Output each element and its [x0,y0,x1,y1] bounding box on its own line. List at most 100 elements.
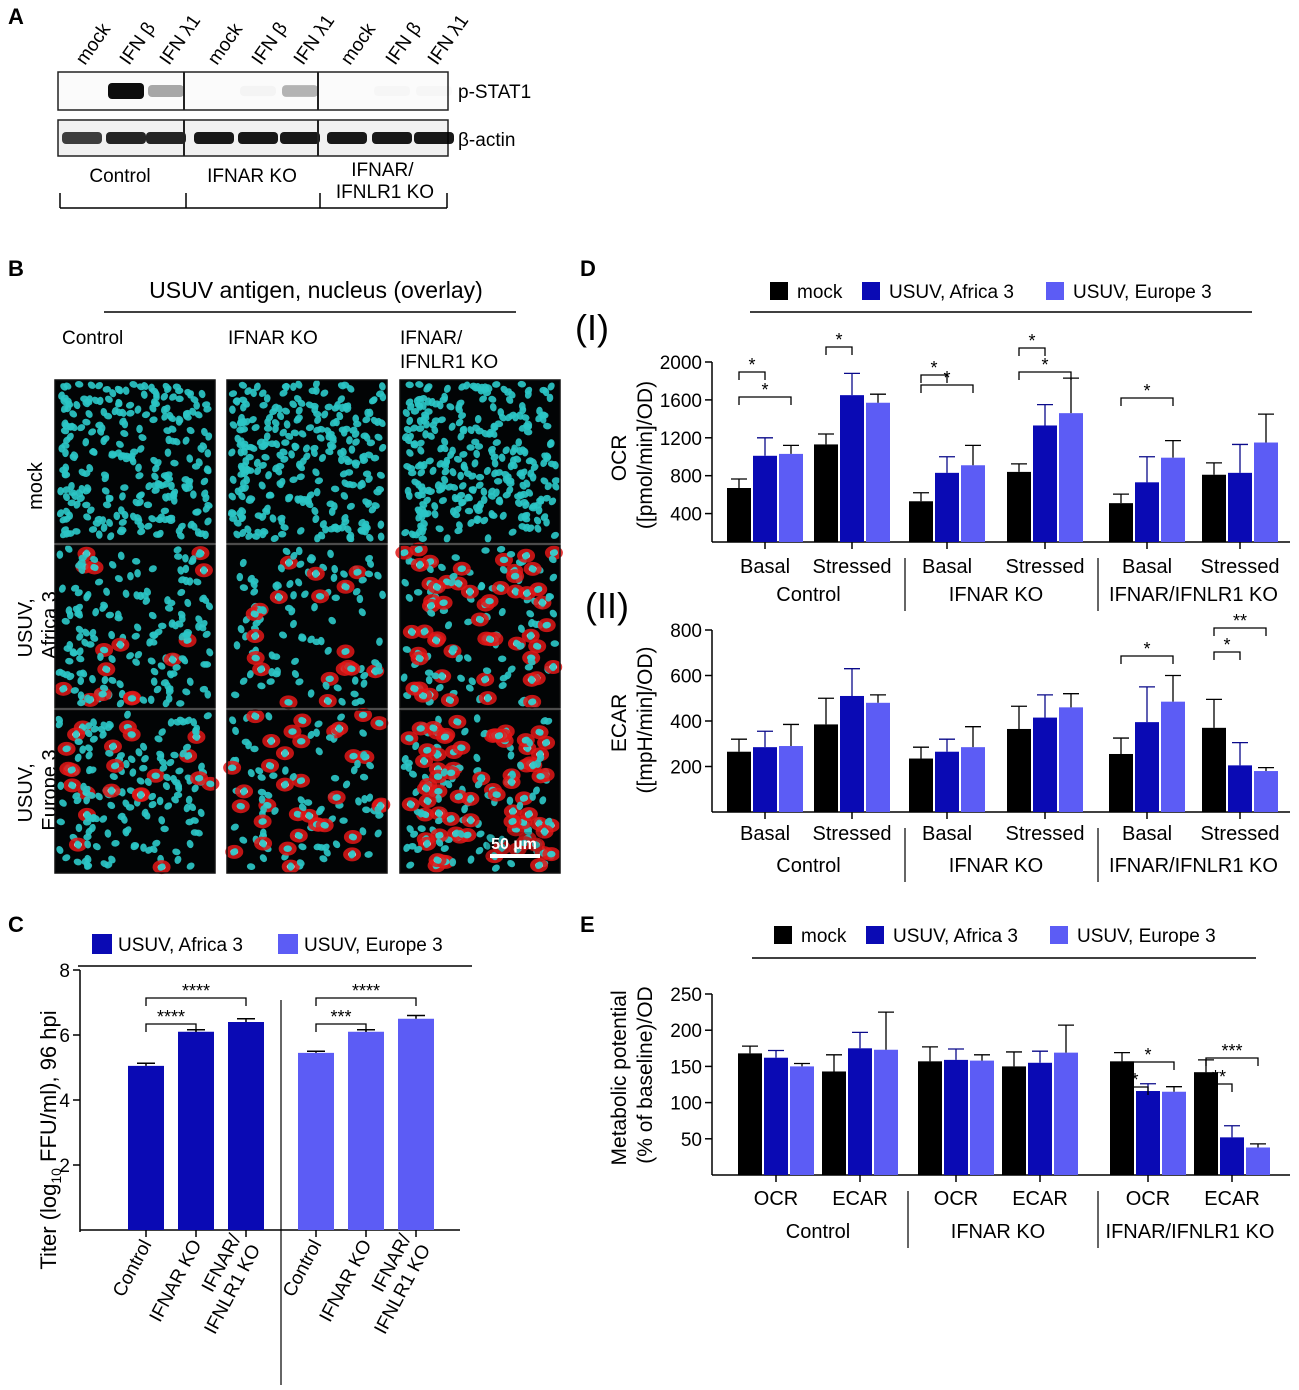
e-significance-label: * [1131,1070,1138,1090]
nucleus [509,456,517,465]
micrograph-tile [399,379,561,544]
d2-bar [1033,717,1057,812]
nucleus [339,817,348,824]
nucleus [536,754,545,763]
nucleus [327,549,334,559]
micrograph-frame [226,709,388,874]
nucleus [493,477,503,485]
panel-b-title: USUV antigen, nucleus (overlay) [149,277,483,303]
nucleus [153,685,162,694]
nucleus [144,522,153,530]
nucleus [56,550,64,559]
nucleus [448,422,456,431]
nucleus [418,535,427,542]
c-bar [128,1065,164,1230]
nucleus [88,526,98,533]
d2-bar [1228,765,1252,812]
nucleus [483,841,491,850]
actin-band [327,132,367,144]
nucleus [456,399,465,407]
nucleus [183,803,191,813]
e-error-bar [878,1011,894,1050]
c-error-bar [307,1050,325,1053]
micrograph-tile [54,709,220,875]
nucleus [84,484,92,493]
nucleus [122,589,130,598]
nucleus [116,699,125,708]
nucleus [415,654,424,663]
d2-category-label: Basal [922,823,972,845]
actin-band [62,132,102,144]
nucleus [159,764,168,772]
nucleus [405,381,414,389]
nucleus [346,436,353,445]
e-bar [874,1049,898,1175]
nucleus [184,716,192,725]
nucleus [443,384,451,393]
nucleus [246,443,255,451]
nucleus [549,549,558,557]
nucleus [185,818,194,826]
c-significance-bracket [315,997,417,1006]
nucleus [523,428,533,436]
nucleus [111,762,120,770]
nucleus [489,403,497,412]
row-label-africa-line1: USUV, [15,598,37,657]
nucleus [475,427,484,435]
e-category-label: ECAR [1204,1188,1260,1210]
nucleus [402,409,410,417]
d2-significance-bracket [1120,655,1174,664]
nucleus [277,412,285,421]
nucleus [522,551,530,560]
micrograph-tile [223,708,391,874]
nucleus [108,855,116,864]
d2-bar [1007,728,1031,812]
nucleus [342,402,350,412]
nucleus [446,769,456,777]
nucleus [457,830,465,838]
d2-bar [1161,701,1185,812]
nucleus [277,514,286,522]
nucleus [425,675,433,685]
nucleus [104,829,112,838]
nucleus [77,676,85,686]
nucleus [116,528,126,536]
nucleus [314,416,322,425]
nucleus [56,845,64,854]
nucleus [360,672,369,680]
nucleus [401,433,410,442]
nucleus [134,405,142,414]
d2-error-bar [939,738,955,752]
nucleus [477,383,485,392]
d2-bar [1202,727,1226,812]
nucleus [287,862,295,871]
nucleus [400,549,409,557]
nucleus [508,817,517,826]
nucleus [297,796,306,804]
nucleus [244,387,252,395]
nucleus [400,673,408,682]
nucleus [420,756,428,766]
nucleus [229,716,237,725]
group-brackets [59,193,448,209]
nucleus [108,786,115,795]
d2-error-bar [844,668,860,696]
nucleus [290,551,298,560]
nucleus [74,610,83,617]
nucleus [498,843,506,852]
nucleus [546,439,554,449]
d1-error-bar [1063,377,1079,414]
nucleus [162,782,171,791]
nucleus [233,641,241,650]
c-y-tick-label: 6 [59,1026,70,1047]
nucleus [496,584,505,592]
nucleus [186,862,195,870]
nucleus [266,678,275,685]
nucleus [536,406,543,416]
nucleus [473,449,481,459]
nucleus [94,515,103,523]
nucleus [228,390,238,398]
nucleus [186,426,195,435]
